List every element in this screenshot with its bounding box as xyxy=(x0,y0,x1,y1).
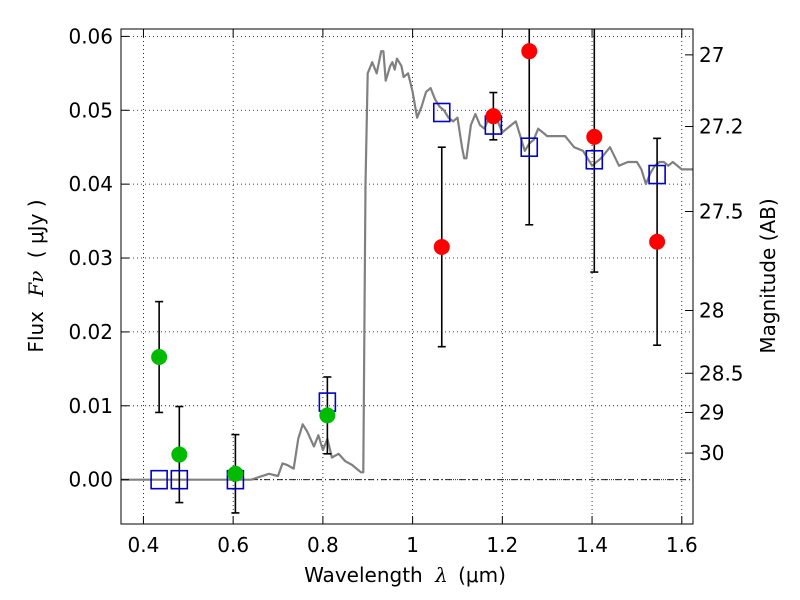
grid xyxy=(121,29,693,524)
observed-photometry-point xyxy=(586,128,603,145)
x-tick-label: 0.6 xyxy=(217,533,249,557)
y-axis-label: Flux Fν ( μJy ) xyxy=(24,199,48,352)
model-photometry-point xyxy=(432,102,451,123)
right-tick-label: 27 xyxy=(699,43,724,67)
tick-labels: 0.4 0.6 0.8 1 1.2 1.4 1.6 0.00 0.01 0.02 0.03 0.04 0… xyxy=(68,24,743,557)
y-axis-label-unit: ( μJy ) xyxy=(24,199,48,258)
right-tick-label: 29 xyxy=(699,400,724,424)
model-photometry-point xyxy=(585,149,604,170)
observed-photometry-point xyxy=(151,349,168,366)
right-tick-label: 27.5 xyxy=(699,199,744,223)
x-axis-label-symbol: λ xyxy=(434,563,448,587)
x-tick-label: 1.4 xyxy=(576,533,608,557)
model-photometry-point xyxy=(648,164,666,185)
plot-frame xyxy=(120,28,694,525)
y-tick-label: 0.03 xyxy=(68,246,113,270)
observed-photometry-point xyxy=(485,108,502,125)
spectrum-line xyxy=(121,50,693,481)
x-tick-label: 1.6 xyxy=(666,533,698,557)
y-tick-label: 0.05 xyxy=(68,98,113,122)
ticks xyxy=(121,29,693,524)
observed-photometry-layer xyxy=(151,43,666,482)
model-photometry-point xyxy=(170,469,189,490)
x-tick-label: 1 xyxy=(406,533,419,557)
y-tick-label: 0.00 xyxy=(68,468,113,492)
model-photometry-point xyxy=(520,137,539,158)
y-axis-label-text: Flux xyxy=(24,311,48,353)
right-axis-label: Magnitude (AB) xyxy=(756,198,780,353)
observed-photometry-point xyxy=(521,43,538,60)
model-photometry-point xyxy=(150,469,168,490)
observed-photometry-point xyxy=(227,465,244,482)
y-tick-label: 0.01 xyxy=(68,394,113,418)
x-tick-label: 1.2 xyxy=(486,533,518,557)
y-axis-label-symbol: Fν xyxy=(24,271,48,298)
observed-photometry-point xyxy=(433,238,450,255)
spectrum-layer xyxy=(121,50,693,481)
right-tick-label: 30 xyxy=(699,441,724,465)
y-tick-label: 0.06 xyxy=(68,24,113,48)
x-tick-label: 0.8 xyxy=(307,533,339,557)
observed-photometry-point xyxy=(649,233,666,250)
y-tick-label: 0.04 xyxy=(68,172,113,196)
x-axis-label: Wavelength λ (μm) xyxy=(304,563,506,587)
right-tick-label: 28.5 xyxy=(699,361,744,385)
x-axis-label-text: Wavelength xyxy=(304,563,423,587)
observed-photometry-point xyxy=(171,446,188,463)
x-axis-label-unit: (μm) xyxy=(458,563,506,587)
y-tick-label: 0.02 xyxy=(68,320,113,344)
right-tick-label: 28 xyxy=(699,298,724,322)
x-tick-label: 0.4 xyxy=(128,533,160,557)
observed-photometry-point xyxy=(319,407,336,424)
right-tick-label: 27.2 xyxy=(699,115,744,139)
